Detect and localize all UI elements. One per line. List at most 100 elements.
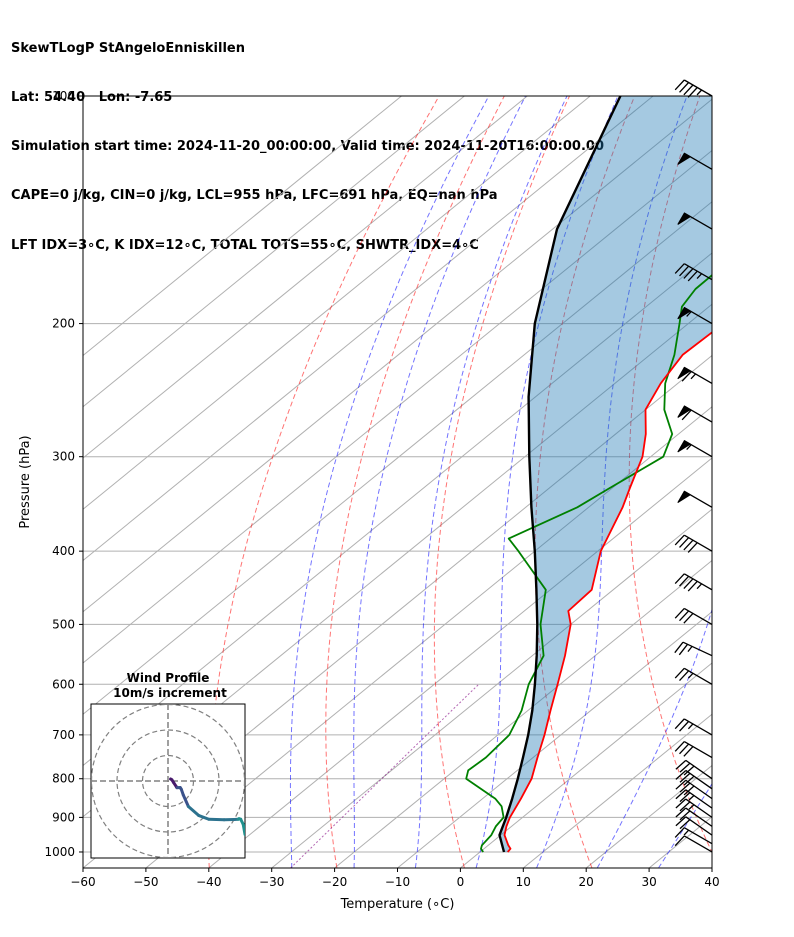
barb-feather (679, 782, 691, 793)
mixing-ratio-line (290, 683, 480, 868)
hodograph-segment (241, 822, 245, 837)
barb-feather (675, 789, 687, 800)
barb-shaft (685, 779, 713, 800)
dry-adiabat (325, 96, 505, 868)
barb-feather (675, 798, 687, 809)
y-tick-label: 900 (52, 810, 75, 824)
moist-adiabat (596, 607, 712, 868)
barb-feather (679, 801, 691, 812)
barb-feather (674, 573, 685, 585)
wind-barb (675, 816, 713, 836)
barb-feather (683, 765, 695, 776)
barb-shaft (683, 79, 713, 97)
barb-feather (674, 827, 685, 838)
barb-shaft (683, 534, 713, 552)
cape-shading (499, 96, 712, 852)
wind-barb (677, 152, 713, 170)
x-tick-label: 30 (641, 875, 656, 889)
barb-feather (674, 718, 685, 730)
isotherm-gridline (83, 96, 654, 562)
wind-barb (675, 798, 713, 818)
moist-adiabat (353, 96, 526, 868)
y-tick-label: 200 (52, 317, 75, 331)
x-tick-label: −60 (70, 875, 95, 889)
barb-feather (679, 819, 691, 830)
barb-feather (681, 409, 692, 421)
barb-feather (683, 829, 690, 836)
x-tick-label: −30 (259, 875, 284, 889)
isotherm-gridline (83, 96, 528, 459)
wind-barb (677, 366, 713, 384)
wind-barb (675, 759, 713, 780)
barb-feather (679, 743, 690, 755)
barb-shaft (683, 827, 713, 845)
hodograph-subtitle: 10m/s increment (113, 686, 227, 700)
chart-title: SkewTLogP StAngeloEnniskillen (11, 40, 245, 56)
barb-feather (679, 792, 691, 803)
cape-line: CAPE=0 j/kg, CIN=0 j/kg, LCL=955 hPa, LF… (11, 188, 498, 204)
barb-feather (679, 537, 690, 548)
barb-flag (677, 152, 692, 165)
barb-feather (687, 646, 693, 653)
barb-feather (674, 835, 685, 847)
barb-feather (687, 580, 698, 592)
barb-flag (677, 366, 692, 380)
wind-barb (674, 835, 713, 853)
y-tick-label: 1000 (44, 845, 75, 859)
wind-barb (674, 607, 713, 625)
barb-feather (679, 82, 690, 93)
barb-feather (688, 804, 695, 810)
barb-shaft (683, 835, 713, 853)
wind-barb (674, 740, 713, 759)
y-tick-label: 600 (52, 677, 75, 691)
axes: −60 −50 −40 −30 −20 −10 0 10 20 30 40 1000 900 800 700… (18, 89, 720, 912)
barb-feather (681, 370, 692, 382)
isotherm-gridline (208, 457, 712, 868)
barb-flag (677, 212, 692, 225)
barb-feather (683, 746, 694, 757)
isotherm-gridline (271, 508, 712, 868)
wind-barb (677, 212, 713, 230)
barb-feather (686, 311, 692, 317)
barb-feather (683, 268, 694, 279)
x-tick-label: 20 (579, 875, 594, 889)
barb-feather (687, 723, 694, 730)
barb-shaft (685, 759, 713, 780)
hodograph-segment (186, 805, 201, 817)
y-tick-label: 400 (52, 544, 75, 558)
x-tick-label: −10 (385, 875, 410, 889)
x-tick-label: −50 (133, 875, 158, 889)
isotherm-gridline (522, 713, 712, 868)
x-tick-label: 10 (516, 875, 531, 889)
wind-barb (677, 440, 713, 458)
x-tick-label: 40 (704, 875, 719, 889)
barb-feather (687, 672, 694, 679)
hodograph-segment (181, 793, 190, 808)
barb-flag (677, 405, 692, 418)
barb-feather (688, 795, 695, 801)
barb-feather (674, 263, 685, 274)
barb-feather (696, 583, 703, 590)
barb-shaft (683, 607, 713, 625)
barb-shaft (683, 263, 713, 281)
barb-shaft (683, 667, 713, 685)
barb-shaft (685, 816, 713, 836)
hodograph-segment (207, 817, 226, 822)
moist-adiabat (289, 96, 490, 868)
barb-feather (679, 762, 691, 773)
barb-feather (679, 670, 690, 681)
barb-feather (686, 444, 692, 451)
barb-feather (679, 720, 690, 732)
y-tick-label: 700 (52, 728, 75, 742)
isotherm-gridline (83, 96, 465, 408)
isotherm-gridline (83, 149, 712, 664)
barb-feather (690, 373, 697, 380)
barb-feather (683, 578, 694, 590)
wind-barb (674, 573, 713, 592)
time-line: Simulation start time: 2024-11-20_00:00:… (11, 139, 604, 155)
wind-barb (677, 405, 713, 423)
y-tick-label: 100 (52, 89, 75, 103)
barb-feather (674, 641, 684, 654)
